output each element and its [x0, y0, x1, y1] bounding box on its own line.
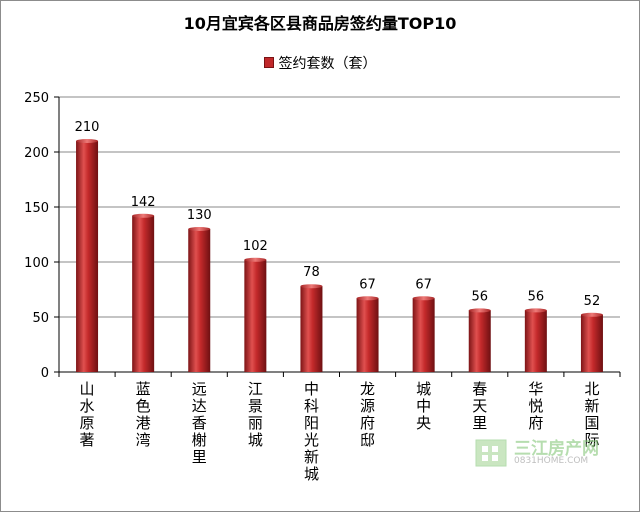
y-tick-label: 0 — [41, 366, 49, 381]
legend-label: 签约套数（套） — [278, 56, 377, 72]
data-label: 67 — [359, 277, 376, 292]
data-label: 56 — [471, 289, 488, 304]
bar-cap — [412, 296, 435, 301]
bar — [244, 259, 267, 372]
x-tick-label: 北新国际 — [584, 380, 599, 449]
x-tick-label: 山水原著 — [80, 380, 95, 449]
bar-cap — [356, 296, 379, 301]
legend-swatch — [263, 57, 274, 68]
bar — [524, 310, 547, 372]
x-tick-label: 春天里 — [472, 380, 487, 432]
y-tick-label: 150 — [24, 201, 49, 216]
bar-cap — [524, 308, 547, 313]
labels: 0 50 100 150 200 250 210 山水原著 142 蓝色港湾 130 远达香榭里 102… — [24, 91, 600, 483]
x-tick-label: 远达香榭里 — [192, 380, 207, 466]
y-tick-label: 100 — [24, 256, 49, 271]
watermark: 三江房产网 0831HOME.COM — [474, 430, 624, 470]
bar — [188, 229, 211, 372]
bar-cap — [188, 227, 211, 231]
data-label: 142 — [131, 195, 156, 210]
data-label: 130 — [187, 208, 212, 223]
watermark-subtext: 0831HOME.COM — [514, 456, 589, 466]
data-label: 67 — [415, 277, 432, 292]
y-tick-label: 50 — [32, 311, 49, 326]
bar — [468, 310, 491, 372]
x-tick-label: 龙源府邸 — [360, 380, 375, 449]
bar-cap — [300, 284, 323, 289]
bar-cap — [244, 257, 267, 262]
bar — [356, 298, 379, 372]
legend: 签约套数（套） — [0, 53, 640, 73]
bar-cap — [76, 139, 99, 143]
y-tick-label: 250 — [24, 91, 49, 106]
bar — [76, 141, 99, 372]
data-label: 210 — [75, 120, 100, 135]
x-tick-label: 华悦府 — [528, 380, 543, 432]
bar-cap — [468, 308, 491, 313]
bar-cap — [132, 213, 155, 218]
bar — [132, 215, 155, 372]
bar — [412, 298, 435, 372]
data-label: 102 — [243, 239, 268, 254]
data-label: 78 — [303, 265, 320, 280]
x-tick-label: 蓝色港湾 — [136, 380, 151, 449]
x-tick-label: 中科阳光新城 — [304, 380, 319, 483]
data-label: 52 — [584, 294, 601, 309]
bars — [76, 139, 603, 372]
watermark-text: 三江房产网 — [514, 439, 599, 459]
x-tick-label: 城中央 — [416, 380, 431, 432]
bar-cap — [580, 312, 603, 317]
watermark-building-icon — [475, 439, 507, 467]
chart-title: 10月宜宾各区县商品房签约量TOP10 — [183, 14, 457, 33]
bar — [580, 314, 603, 372]
bar — [300, 286, 323, 372]
x-tick-label: 江景丽城 — [248, 380, 263, 449]
data-label: 56 — [528, 289, 545, 304]
y-tick-label: 200 — [24, 146, 49, 161]
